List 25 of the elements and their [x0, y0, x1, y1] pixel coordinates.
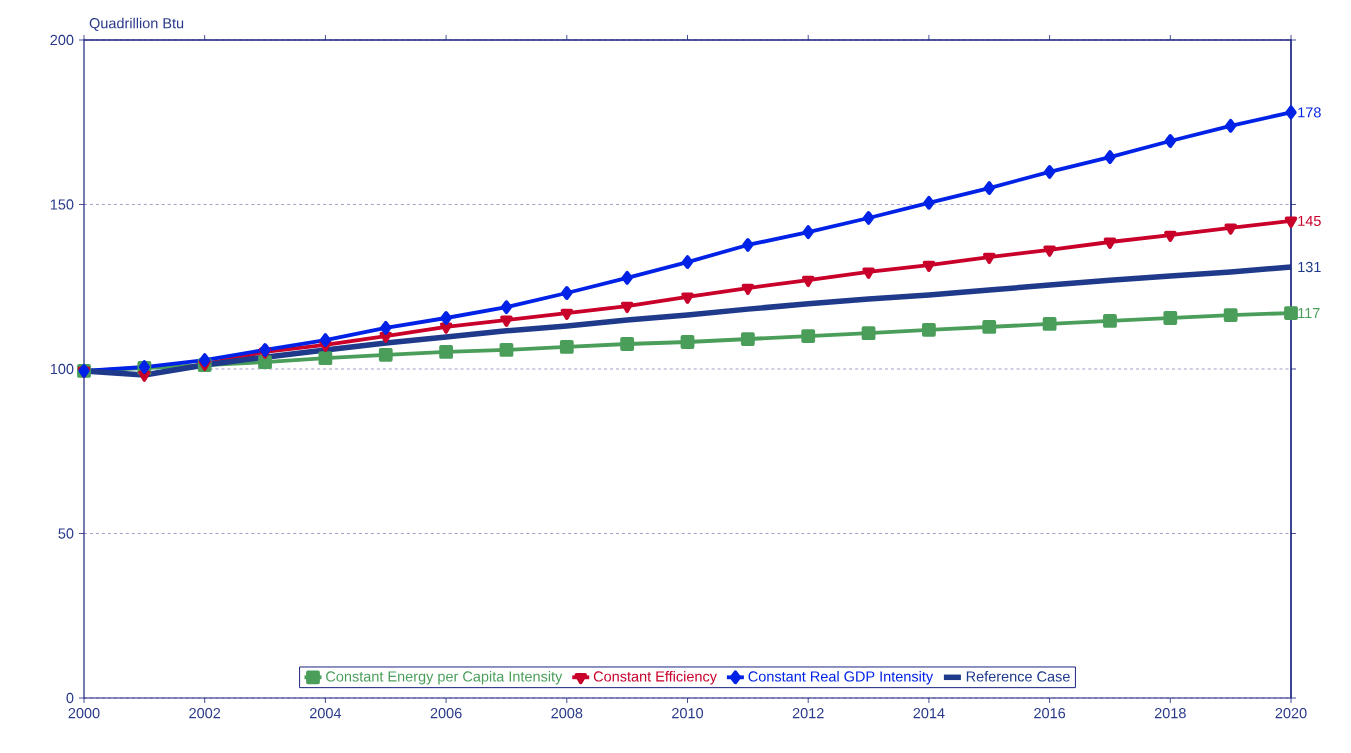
x-tick-label: 2018	[1154, 708, 1186, 719]
x-tick-label: 2020	[1275, 708, 1307, 719]
data-label: 178	[1298, 107, 1321, 118]
x-tick-label: 2012	[792, 708, 824, 719]
y-tick-label: 150	[50, 199, 74, 210]
data-label: 131	[1298, 261, 1321, 273]
data-label: 117	[1298, 308, 1320, 319]
y-tick-label: 0	[66, 692, 74, 704]
data-label: 145	[1298, 215, 1321, 226]
legend-label: Constant Real GDP Intensity	[748, 670, 934, 685]
x-tick-label: 2000	[68, 708, 100, 719]
legend-label: Constant Energy per Capita Intensity	[326, 670, 563, 685]
y-axis-title: Quadrillion Btu	[89, 17, 184, 31]
x-tick-label: 2002	[189, 708, 221, 719]
x-tick-label: 2010	[672, 708, 704, 719]
x-tick-label: 2006	[430, 708, 462, 719]
x-tick-label: 2008	[551, 708, 583, 719]
x-tick-label: 2014	[913, 708, 945, 719]
legend-label: Constant Efficiency	[593, 670, 717, 685]
x-tick-label: 2016	[1034, 708, 1066, 719]
y-tick-label: 50	[58, 528, 74, 539]
legend-label: Reference Case	[966, 670, 1070, 682]
y-tick-label: 100	[50, 363, 74, 375]
x-tick-label: 2004	[310, 708, 342, 719]
y-tick-label: 200	[50, 34, 74, 46]
